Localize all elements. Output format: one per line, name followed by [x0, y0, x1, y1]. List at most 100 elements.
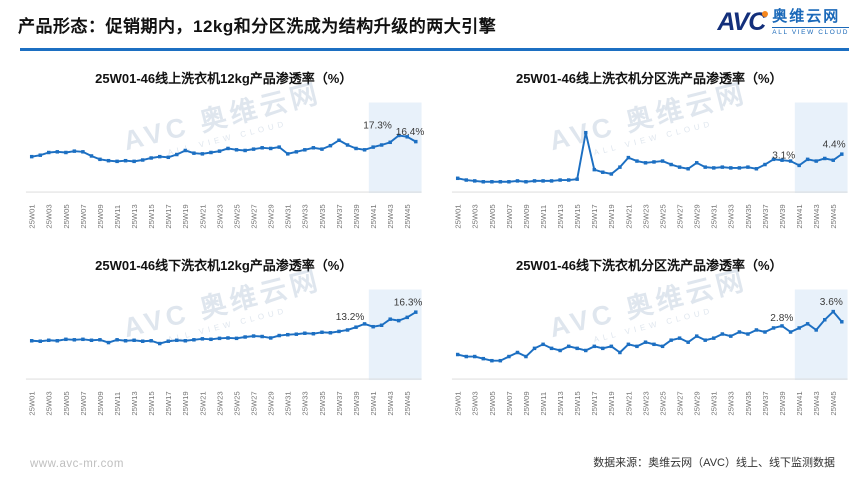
data-point-marker — [328, 143, 333, 148]
data-point-marker — [397, 133, 401, 138]
data-point-marker — [668, 338, 673, 342]
x-tick-label: 25W37 — [760, 204, 769, 228]
chart-svg: 2.8% 3.6% 25W01 25W03 25W05 25W07 25W09 25W11 25… — [451, 289, 848, 416]
data-point-marker — [617, 165, 622, 169]
line-series — [457, 131, 842, 183]
data-point-marker — [140, 158, 145, 162]
x-tick-label: 25W05 — [62, 204, 71, 228]
data-point-marker — [64, 337, 68, 342]
data-point-marker — [81, 337, 85, 342]
x-tick-label: 25W19 — [607, 204, 616, 228]
x-tick-label: 25W45 — [403, 204, 412, 228]
x-tick-label: 25W39 — [777, 204, 786, 228]
data-point-marker — [106, 340, 111, 345]
data-point-marker — [98, 338, 102, 342]
chart-title: 25W01-46线下洗衣机12kg产品渗透率（%） — [95, 258, 353, 273]
x-tick-label: 25W43 — [812, 204, 821, 228]
data-point-marker — [294, 150, 299, 154]
data-point-marker — [149, 156, 153, 160]
x-tick-label: 25W03 — [470, 391, 479, 415]
data-point-marker — [574, 177, 579, 181]
data-point-marker — [600, 170, 605, 174]
x-tick-label: 25W33 — [301, 391, 310, 415]
chart-title: 25W01-46线上洗衣机分区洗产品渗透率（%） — [515, 71, 783, 86]
avc-logo-mark: AVC — [717, 9, 769, 35]
data-point-marker — [414, 310, 418, 314]
x-tick-label: 25W27 — [675, 391, 684, 415]
x-tick-label: 25W01 — [453, 391, 462, 415]
data-point-marker — [47, 150, 51, 155]
avc-logo-chinese: 奥维云网 — [772, 8, 841, 25]
x-tick-label: 25W39 — [352, 391, 361, 415]
data-point-marker — [745, 165, 750, 169]
data-point-marker — [592, 344, 596, 349]
data-point-marker — [685, 340, 690, 344]
data-point-marker — [47, 338, 51, 343]
data-point-marker — [115, 159, 119, 164]
x-tick-label: 25W45 — [403, 391, 412, 415]
data-point-marker — [540, 342, 545, 347]
x-tick-label: 25W29 — [267, 391, 276, 415]
x-tick-label: 25W33 — [726, 391, 735, 415]
data-point-marker — [371, 324, 375, 329]
data-point-marker — [839, 320, 844, 324]
data-point-marker — [243, 148, 247, 153]
data-point-marker — [166, 339, 171, 343]
data-label: 3.6% — [819, 297, 842, 308]
data-point-marker — [728, 166, 733, 170]
data-point-marker — [175, 338, 179, 343]
website-link: www.avc-mr.com — [30, 458, 124, 470]
data-point-marker — [694, 334, 698, 338]
x-tick-label: 25W13 — [130, 391, 139, 415]
x-tick-label: 25W43 — [812, 391, 821, 415]
data-point-marker — [397, 318, 401, 323]
data-point-marker — [677, 336, 681, 340]
data-point-marker — [711, 166, 715, 170]
data-point-marker — [643, 161, 647, 165]
data-point-marker — [200, 152, 205, 156]
data-point-marker — [549, 346, 553, 351]
data-point-marker — [796, 326, 801, 330]
data-point-marker — [72, 149, 77, 153]
data-point-marker — [98, 157, 102, 162]
x-tick-label: 25W11 — [538, 205, 547, 229]
data-point-marker — [779, 158, 784, 162]
data-point-marker — [609, 344, 613, 349]
data-label: 13.2% — [336, 312, 365, 323]
data-point-marker — [303, 331, 307, 335]
data-point-marker — [481, 356, 485, 361]
data-point-marker — [337, 138, 341, 143]
data-point-marker — [668, 162, 673, 167]
data-point-marker — [345, 143, 350, 147]
data-point-marker — [651, 342, 656, 347]
x-tick-label: 25W41 — [369, 391, 378, 415]
data-point-marker — [414, 139, 418, 144]
x-tick-label: 25W33 — [301, 204, 310, 228]
data-point-marker — [38, 339, 43, 343]
chart-title: 25W01-46线下洗衣机分区洗产品渗透率（%） — [515, 258, 783, 273]
page-title: 产品形态：促销期内，12kg和分区洗成为结构升级的两大引擎 — [18, 17, 497, 36]
x-tick-label: 25W25 — [232, 391, 241, 415]
data-point-marker — [754, 167, 758, 171]
x-tick-label: 25W31 — [284, 204, 293, 228]
chart-panel-online-zone-wash: 25W01-46线上洗衣机分区洗产品渗透率（%） AVC 奥维云网 ALL VI… — [450, 58, 850, 239]
data-point-marker — [379, 143, 384, 147]
data-point-marker — [788, 330, 792, 334]
x-tick-label: 25W35 — [318, 204, 327, 228]
x-tick-label: 25W17 — [590, 391, 599, 415]
x-tick-label: 25W03 — [470, 204, 479, 228]
x-tick-label: 25W11 — [538, 392, 547, 416]
data-point-marker — [55, 339, 60, 343]
data-point-marker — [498, 358, 502, 363]
x-tick-label: 25W15 — [573, 204, 582, 228]
data-point-marker — [481, 180, 485, 184]
data-point-marker — [754, 328, 758, 332]
x-tick-label: 25W31 — [284, 391, 293, 415]
data-point-marker — [166, 155, 171, 160]
data-point-marker — [634, 159, 639, 163]
data-point-marker — [523, 354, 528, 359]
data-point-marker — [277, 145, 281, 149]
x-tick-label: 25W13 — [556, 391, 565, 415]
data-point-marker — [38, 153, 43, 157]
